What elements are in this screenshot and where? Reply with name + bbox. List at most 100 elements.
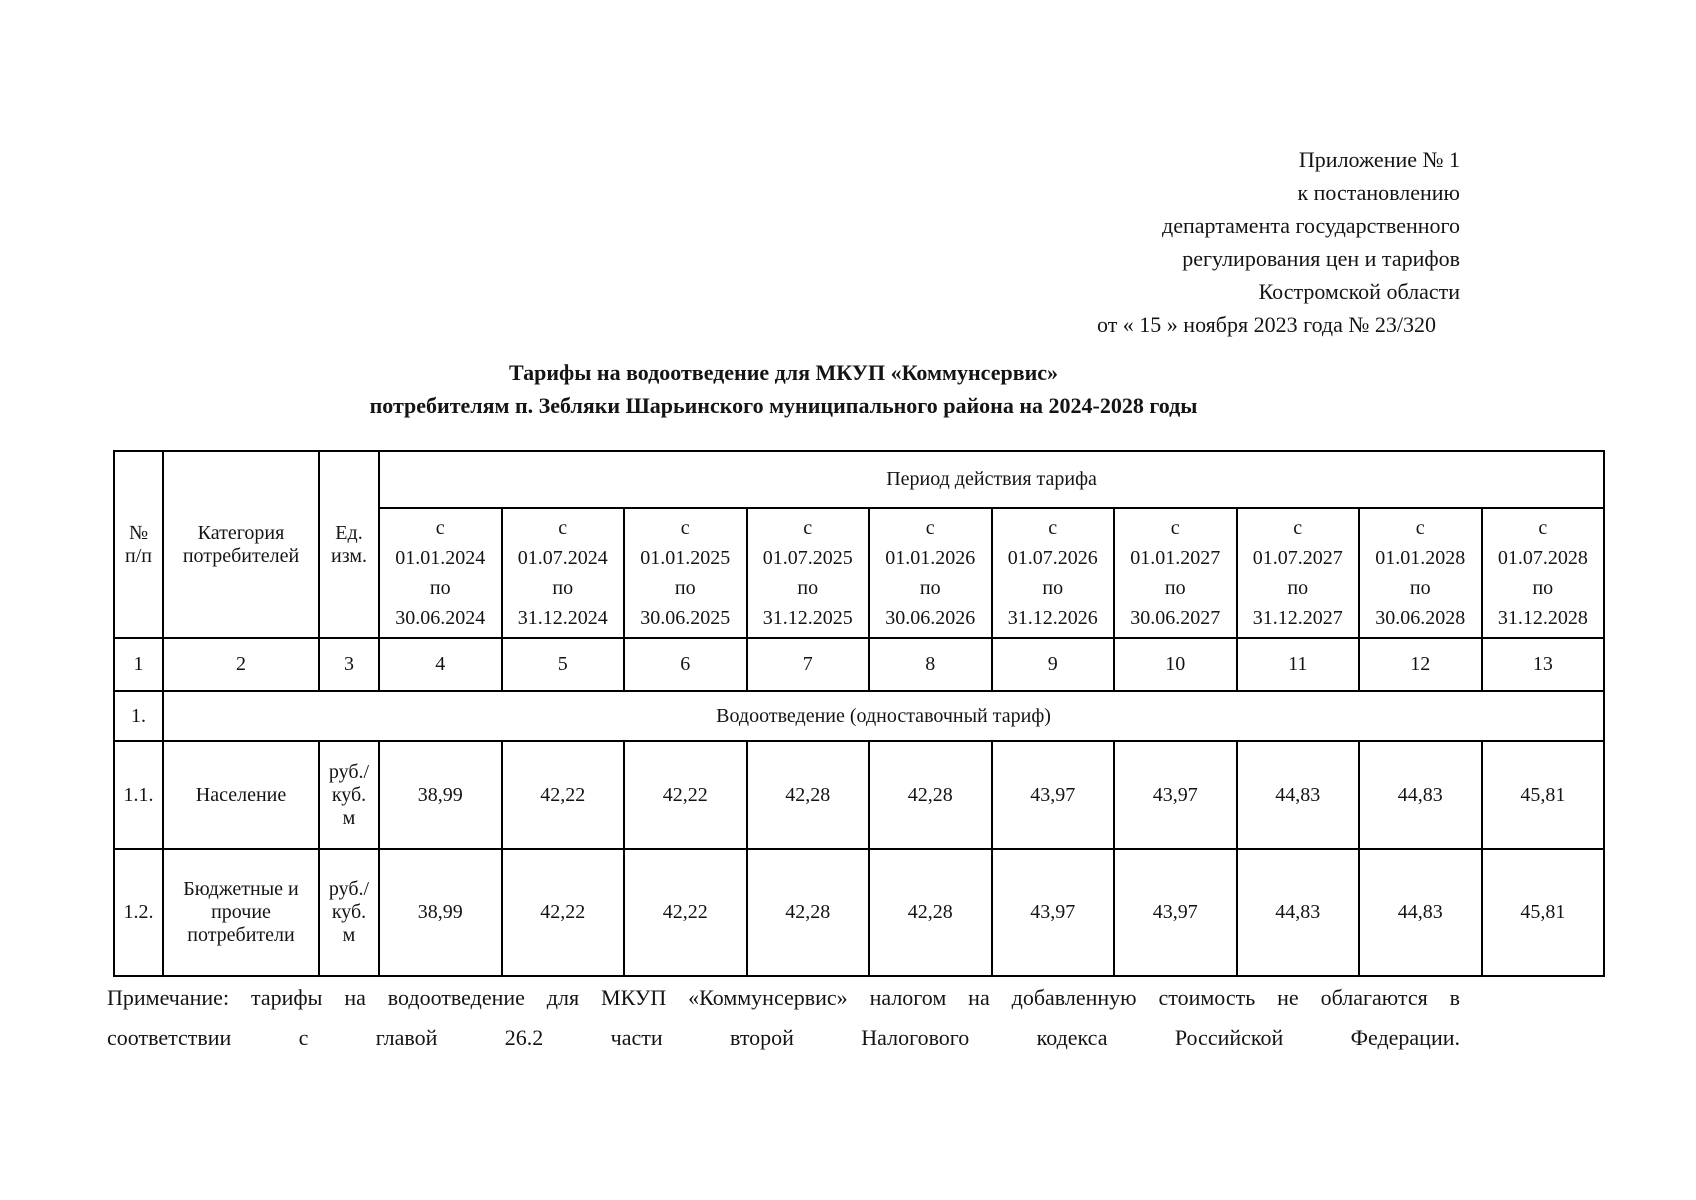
column-number: 10 — [1113, 637, 1238, 692]
table-column-numbers-row: 1 2 3 4 5 6 7 8 9 10 11 12 13 — [113, 637, 1606, 692]
table-header-row-group: № п/п Категория потребителей Ед. изм. Пе… — [113, 450, 1606, 639]
column-number: 13 — [1480, 637, 1606, 692]
period-to-date: 31.12.2028 — [1497, 607, 1588, 629]
period-to-label: по — [1287, 577, 1309, 599]
tariff-value: 45,81 — [1480, 740, 1606, 850]
tariff-value: 44,83 — [1235, 740, 1360, 850]
row-category: Бюджетные и прочие потребители — [162, 848, 320, 977]
period-from-date: 01.01.2025 — [640, 547, 731, 569]
column-number: 12 — [1358, 637, 1483, 692]
tariff-value: 45,81 — [1480, 848, 1606, 977]
period-header-6: с 01.07.2026 по 31.12.2026 — [990, 507, 1115, 639]
period-to-label: по — [552, 577, 574, 599]
period-to-label: по — [1532, 577, 1554, 599]
period-to-date: 30.06.2028 — [1375, 607, 1466, 629]
period-group-label: Период действия тарифа — [886, 468, 1097, 490]
period-to-label: по — [1042, 577, 1064, 599]
tariff-value: 43,97 — [1113, 740, 1238, 850]
period-to-date: 30.06.2027 — [1130, 607, 1221, 629]
requisite-line: регулирования цен и тарифов — [1182, 246, 1460, 271]
tariff-value: 43,97 — [990, 740, 1115, 850]
tariff-value: 42,22 — [500, 740, 625, 850]
section-label: Водоотведение (одноставочный тариф) — [161, 690, 1606, 742]
period-to-label: по — [674, 577, 696, 599]
tariff-value: 44,83 — [1358, 740, 1483, 850]
tariff-value: 42,28 — [868, 848, 993, 977]
tariff-value: 42,22 — [623, 740, 748, 850]
footnote-line2: соответствии с главой 26.2 части второй … — [107, 1025, 1460, 1050]
period-to-label: по — [429, 577, 451, 599]
period-to-date: 30.06.2024 — [395, 607, 486, 629]
period-from-date: 01.07.2024 — [517, 547, 608, 569]
tariff-value: 42,28 — [745, 740, 870, 850]
column-number: 1 — [113, 637, 164, 692]
table-row: 1.2. Бюджетные и прочие потребители руб.… — [113, 848, 1606, 977]
column-number: 2 — [162, 637, 320, 692]
tariff-value: 38,99 — [378, 848, 503, 977]
footnote-line1: Примечание: тарифы на водоотведение для … — [107, 985, 1460, 1010]
period-from-label: с — [925, 517, 935, 539]
col-header-num: № п/п — [113, 450, 164, 639]
requisites-block: Приложение № 1 к постановлению департаме… — [1097, 143, 1460, 341]
period-from-date: 01.07.2028 — [1497, 547, 1588, 569]
period-from-date: 01.01.2024 — [395, 547, 486, 569]
column-number: 4 — [378, 637, 503, 692]
column-number: 8 — [868, 637, 993, 692]
period-header-1: с 01.01.2024 по 30.06.2024 — [378, 507, 503, 639]
period-to-date: 30.06.2026 — [885, 607, 976, 629]
tariff-value: 43,97 — [990, 848, 1115, 977]
period-to-date: 31.12.2025 — [762, 607, 853, 629]
tariff-value: 42,22 — [623, 848, 748, 977]
period-from-date: 01.07.2025 — [762, 547, 853, 569]
period-header-2: с 01.07.2024 по 31.12.2024 — [500, 507, 625, 639]
section-number: 1. — [113, 690, 164, 742]
period-to-label: по — [797, 577, 819, 599]
tariff-value: 42,28 — [868, 740, 993, 850]
period-from-date: 01.07.2027 — [1252, 547, 1343, 569]
period-from-label: с — [1293, 517, 1303, 539]
period-from-label: с — [1170, 517, 1180, 539]
period-from-label: с — [435, 517, 445, 539]
col-header-category: Категория потребителей — [162, 450, 320, 639]
document-title-line2: потребителям п. Зебляки Шарьинского муни… — [369, 393, 1198, 418]
tariff-value: 44,83 — [1235, 848, 1360, 977]
footnote: Примечание: тарифы на водоотведение для … — [107, 978, 1460, 1058]
section-row: 1. Водоотведение (одноставочный тариф) — [113, 690, 1606, 742]
period-to-label: по — [1164, 577, 1186, 599]
column-number: 9 — [990, 637, 1115, 692]
period-header-7: с 01.01.2027 по 30.06.2027 — [1113, 507, 1238, 639]
tariff-value: 44,83 — [1358, 848, 1483, 977]
period-header-8: с 01.07.2027 по 31.12.2027 — [1235, 507, 1360, 639]
period-to-label: по — [919, 577, 941, 599]
document-title-line1: Тарифы на водоотведение для МКУП «Коммун… — [508, 360, 1059, 385]
document-title: Тарифы на водоотведение для МКУП «Коммун… — [107, 356, 1460, 422]
column-number: 11 — [1235, 637, 1360, 692]
tariff-value: 42,28 — [745, 848, 870, 977]
column-number: 6 — [623, 637, 748, 692]
column-number: 5 — [500, 637, 625, 692]
period-from-label: с — [1048, 517, 1058, 539]
period-header-10: с 01.07.2028 по 31.12.2028 — [1480, 507, 1606, 639]
period-from-date: 01.01.2027 — [1130, 547, 1221, 569]
period-to-date: 31.12.2026 — [1007, 607, 1098, 629]
period-header-4: с 01.07.2025 по 31.12.2025 — [745, 507, 870, 639]
row-unit: руб./куб. м — [318, 740, 380, 850]
requisite-line: Костромской области — [1258, 279, 1460, 304]
col-header-period-group: Период действия тарифа — [377, 450, 1606, 509]
period-to-date: 31.12.2024 — [517, 607, 608, 629]
period-from-label: с — [558, 517, 568, 539]
tariff-value: 42,22 — [500, 848, 625, 977]
period-from-date: 01.07.2026 — [1007, 547, 1098, 569]
requisite-line: к постановлению — [1297, 180, 1460, 205]
requisite-line: департамента государственного — [1162, 213, 1460, 238]
col-header-unit: Ед. изм. — [318, 450, 380, 639]
period-from-date: 01.01.2026 — [885, 547, 976, 569]
period-from-label: с — [803, 517, 813, 539]
row-category: Население — [162, 740, 320, 850]
period-header-9: с 01.01.2028 по 30.06.2028 — [1358, 507, 1483, 639]
column-number: 7 — [745, 637, 870, 692]
table-header-row-dates: с 01.01.2024 по 30.06.2024 с 01.07.2024 … — [114, 507, 1606, 639]
row-number: 1.2. — [113, 848, 164, 977]
period-header-5: с 01.01.2026 по 30.06.2026 — [868, 507, 993, 639]
